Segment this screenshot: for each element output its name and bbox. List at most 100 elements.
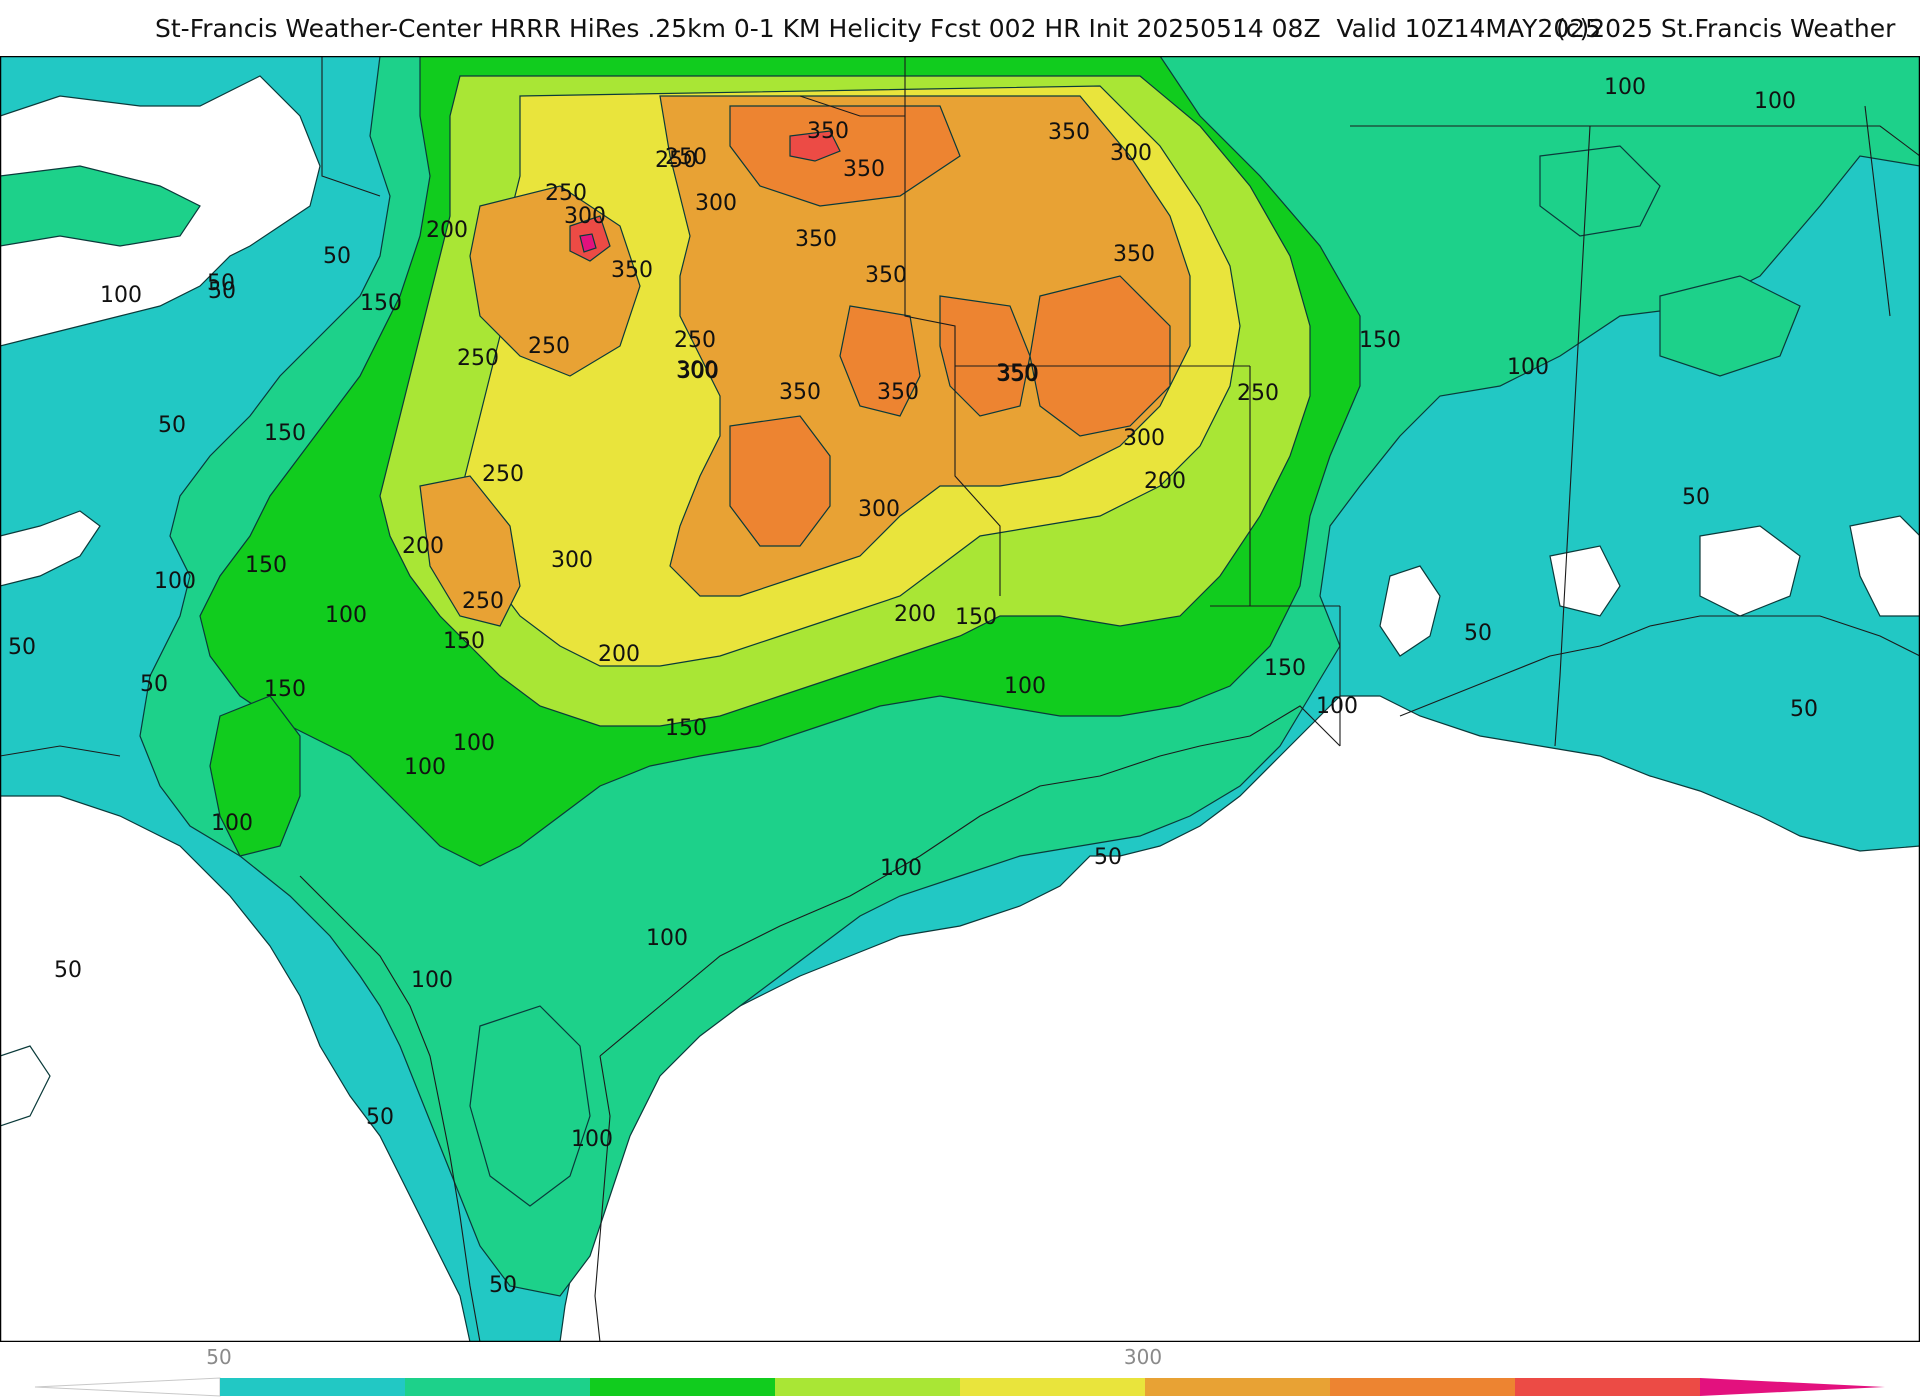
state-borders xyxy=(0,56,1920,757)
contour-label: 50 xyxy=(1682,485,1710,510)
contour-label: 100 xyxy=(154,569,196,594)
no-data-area xyxy=(1699,525,1801,617)
contour-label: 100 xyxy=(1004,674,1046,699)
contour-label: 100 xyxy=(880,856,922,881)
helicity-band-350 xyxy=(1029,275,1171,437)
contour-label: 350 xyxy=(843,157,885,182)
contour-label: 150 xyxy=(955,605,997,630)
contour-label: 200 xyxy=(402,534,444,559)
contour-label: 100 xyxy=(571,1127,613,1152)
contour-label: 250 xyxy=(457,346,499,371)
contour-label: 350 xyxy=(611,258,653,283)
colorbar-right-arrow xyxy=(1700,1378,1885,1396)
contour-label: 50 xyxy=(8,635,36,660)
contour-label: 150 xyxy=(665,716,707,741)
colorbar-segments xyxy=(220,1378,1700,1396)
contour-label: 250 xyxy=(545,181,587,206)
contour-label: 100 xyxy=(100,283,142,308)
contour-label: 300 xyxy=(1123,426,1165,451)
contour-label: 200 xyxy=(894,602,936,627)
helicity-band-400 xyxy=(579,233,597,253)
contour-label: 50 xyxy=(158,413,186,438)
colorbar-segment xyxy=(405,1378,590,1396)
contour-label: 150 xyxy=(1264,656,1306,681)
colorbar-segment xyxy=(775,1378,960,1396)
colorbar-left-arrow xyxy=(34,1377,221,1397)
contour-label: 150 xyxy=(264,421,306,446)
contour-label: 300 xyxy=(564,204,606,229)
contour-label: 150 xyxy=(245,553,287,578)
contour-label: 200 xyxy=(426,218,468,243)
contour-label: 50 xyxy=(207,271,235,296)
contour-label: 300 xyxy=(677,359,719,384)
helicity-band-150 xyxy=(209,695,301,857)
contour-label: 350 xyxy=(997,362,1039,387)
contour-label: 350 xyxy=(1113,242,1155,267)
helicity-band-100 xyxy=(1659,275,1801,377)
contour-label: 350 xyxy=(1048,120,1090,145)
colorbar-segment xyxy=(1145,1378,1330,1396)
helicity-band-350 xyxy=(729,415,831,547)
contour-label: 350 xyxy=(996,361,1038,386)
helicity-band-100 xyxy=(469,1005,591,1207)
contour-label: 250 xyxy=(674,328,716,353)
contour-label: 350 xyxy=(865,263,907,288)
colorbar-segment xyxy=(590,1378,775,1396)
no-data-area xyxy=(1549,545,1621,617)
contour-label: 100 xyxy=(1604,75,1646,100)
contour-label: 250 xyxy=(482,462,524,487)
contour-label: 100 xyxy=(211,811,253,836)
no-data-area xyxy=(0,510,101,587)
no-data-area xyxy=(1379,565,1441,657)
colorbar-segment xyxy=(1330,1378,1515,1396)
contour-labels: 100 50 200 50 100 50 150 250 250 300 350… xyxy=(8,75,1818,1298)
colorbar-segment xyxy=(960,1378,1145,1396)
contour-label: 50 xyxy=(323,244,351,269)
colorbar-segment xyxy=(1515,1378,1700,1396)
contour-label: 350 xyxy=(807,119,849,144)
helicity-band-300 xyxy=(419,475,521,627)
contour-label: 50 xyxy=(54,958,82,983)
contour-label: 250 xyxy=(528,334,570,359)
helicity-band-350 xyxy=(729,105,961,207)
contour-label: 100 xyxy=(646,926,688,951)
helicity-map: 100 50 200 50 100 50 150 250 250 300 350… xyxy=(0,56,1920,1342)
colorbar: 50 300 xyxy=(34,1345,1885,1397)
contour-label: 50 xyxy=(1464,621,1492,646)
contour-label: 150 xyxy=(264,677,306,702)
helicity-band-400 xyxy=(789,130,841,162)
contour-label: 300 xyxy=(676,358,718,383)
contour-label: 50 xyxy=(489,1273,517,1298)
contour-label: 50 xyxy=(140,672,168,697)
coastline xyxy=(299,615,1920,1342)
contour-label: 50 xyxy=(1790,697,1818,722)
no-data-area xyxy=(0,1045,51,1127)
map-title-bar: St-Francis Weather-Center HRRR HiRes .25… xyxy=(0,14,1920,54)
contour-label: 100 xyxy=(453,731,495,756)
contour-label: 100 xyxy=(1316,694,1358,719)
helicity-band-100 xyxy=(0,165,201,247)
contour-label: 250 xyxy=(655,148,697,173)
contour-label: 350 xyxy=(795,227,837,252)
contour-label: 100 xyxy=(1507,355,1549,380)
colorbar-tick-label: 300 xyxy=(1124,1345,1162,1369)
contour-label: 300 xyxy=(551,548,593,573)
contour-label: 300 xyxy=(695,191,737,216)
contour-label: 250 xyxy=(1237,381,1279,406)
contour-label: 300 xyxy=(1110,141,1152,166)
contour-label: 250 xyxy=(462,589,504,614)
contour-label: 150 xyxy=(360,291,402,316)
no-data-area xyxy=(1849,515,1920,617)
map-title: St-Francis Weather-Center HRRR HiRes .25… xyxy=(155,14,1602,43)
contour-label: 200 xyxy=(598,642,640,667)
contour-label: 100 xyxy=(411,968,453,993)
copyright-text: (c)2025 St.Francis Weather xyxy=(1556,14,1896,43)
contour-label: 150 xyxy=(1359,328,1401,353)
helicity-band-350 xyxy=(839,305,921,417)
helicity-band-350 xyxy=(939,295,1031,417)
contour-label: 200 xyxy=(1144,469,1186,494)
contour-label: 50 xyxy=(208,279,236,304)
contour-label: 100 xyxy=(404,755,446,780)
contour-label: 100 xyxy=(325,603,367,628)
contour-label: 50 xyxy=(1094,845,1122,870)
